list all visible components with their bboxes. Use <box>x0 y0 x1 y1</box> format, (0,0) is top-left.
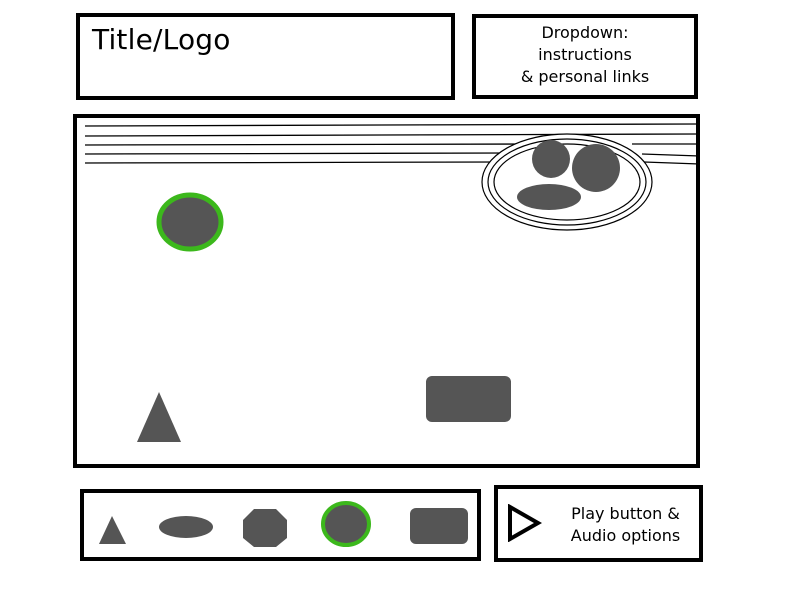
scene-drawing <box>84 123 696 442</box>
title-logo: Title/Logo <box>92 23 231 56</box>
triangle-shape[interactable] <box>137 392 181 442</box>
toolbar-ellipse-shape[interactable] <box>159 516 213 538</box>
player-label: Play button & Audio options <box>570 504 681 545</box>
shape-toolbar <box>80 489 481 561</box>
highlighted-circle-shape[interactable] <box>156 192 224 252</box>
avatar-group-icon[interactable] <box>481 133 653 231</box>
toolbar-triangle-shape[interactable] <box>99 516 126 544</box>
toolbar-shapes <box>99 501 468 547</box>
toolbar-circle-shape[interactable] <box>321 501 371 547</box>
toolbar-rounded-rectangle-shape[interactable] <box>410 508 468 544</box>
toolbar-octagon-shape[interactable] <box>243 509 287 547</box>
title-logo-box[interactable]: Title/Logo <box>76 13 455 100</box>
rounded-rectangle-shape[interactable] <box>426 376 511 422</box>
scene-lines <box>84 123 696 165</box>
play-icon[interactable] <box>506 504 542 542</box>
dropdown-menu[interactable]: Dropdown: instructions & personal links <box>472 14 698 99</box>
player-controls[interactable]: Play button & Audio options <box>494 485 703 562</box>
dropdown-label: Dropdown: instructions & personal links <box>520 22 650 86</box>
scene-canvas[interactable] <box>73 114 700 468</box>
